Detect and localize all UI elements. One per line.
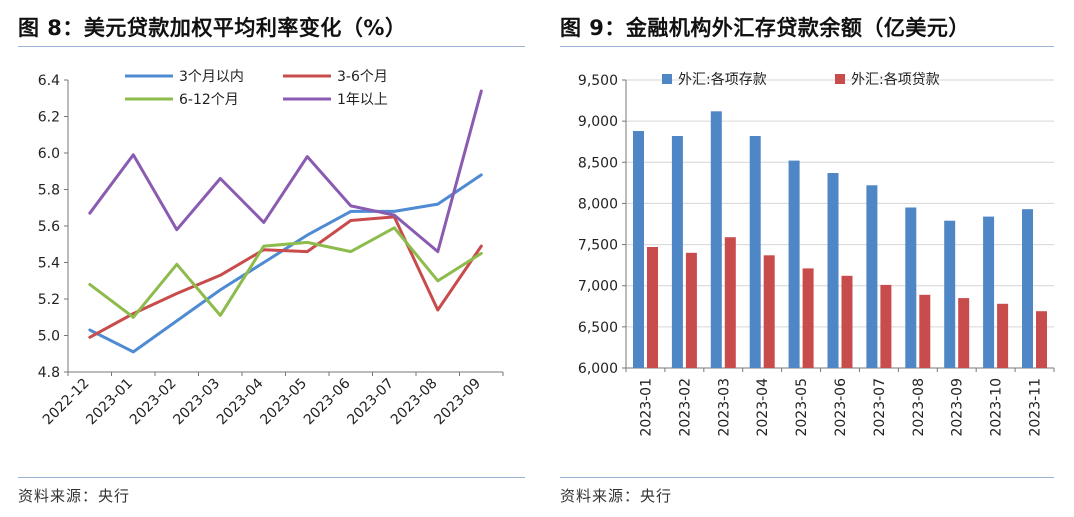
y-tick-label: 5.2 (38, 292, 60, 308)
x-tick-label: 2023-10 (989, 378, 1005, 437)
y-tick-label: 5.4 (38, 256, 60, 272)
figure-title: 图 9：金融机构外汇存贷款余额（亿美元） (560, 16, 970, 40)
y-tick-label: 9,000 (578, 114, 618, 130)
bar-loan (841, 275, 853, 368)
x-tick-label: 2023-06 (301, 375, 354, 428)
source-note: 资料来源：央行 (560, 487, 673, 505)
rate-line-chart: 4.85.05.25.45.65.86.06.26.42022-122023-0… (38, 69, 504, 429)
y-tick-label: 7,500 (578, 238, 618, 254)
bar-loan (724, 237, 736, 368)
bar-deposit (671, 136, 683, 368)
x-tick-label: 2023-09 (431, 376, 484, 429)
bar-chart-panel: 图 9：金融机构外汇存贷款余额（亿美元） 6,000 6,500 7,000 7,50… (549, 0, 1074, 517)
x-tick-label: 2022-12 (40, 376, 93, 429)
source-divider (18, 477, 525, 478)
bar-loan (802, 268, 814, 368)
bar-deposit (983, 216, 995, 368)
bar-loan (685, 252, 697, 368)
series-line (88, 226, 483, 319)
x-tick-label: 2023-05 (794, 378, 810, 437)
title-divider (560, 46, 1054, 47)
legend-swatch (835, 74, 845, 84)
x-tick-label: 2023-07 (344, 376, 397, 429)
legend-label: 6-12个月 (179, 92, 239, 108)
figure-title: 图 8：美元贷款加权平均利率变化（%） (18, 16, 407, 40)
x-tick-label: 2023-09 (950, 378, 966, 437)
bar-loan (763, 255, 775, 368)
line-chart-panel: 图 8：美元贷款加权平均利率变化（%） 4.8 5.0 5.2 5.4 5.6 5.8 6.… (0, 0, 525, 517)
x-tick-label: 2023-11 (1028, 378, 1044, 437)
legend-label: 外汇:各项存款 (678, 72, 767, 88)
x-tick-label: 2023-04 (214, 375, 267, 428)
y-tick-label: 6.2 (38, 110, 60, 126)
legend-swatch (662, 74, 672, 84)
y-tick-label: 7,000 (578, 279, 618, 295)
x-tick-label: 2023-04 (755, 378, 771, 437)
bar-deposit (633, 131, 644, 368)
y-tick-label: 6,000 (578, 361, 618, 377)
series-line (88, 89, 483, 254)
bar-deposit (788, 160, 800, 368)
bar-deposit (1022, 209, 1033, 368)
x-tick-label: 2023-01 (638, 378, 654, 437)
x-tick-label: 2023-07 (872, 378, 888, 437)
bar-loan (997, 303, 1009, 368)
bar-deposit (827, 173, 839, 368)
x-tick-label: 2023-01 (83, 376, 136, 429)
bar-deposit (749, 136, 761, 368)
series-line (88, 215, 483, 339)
fx-balance-bar-chart: 6,000 6,500 7,000 7,500 8,000 8,500 9,000 9,500… (578, 72, 1055, 437)
y-tick-label: 9,500 (578, 73, 618, 89)
y-tick-label: 5.6 (38, 219, 60, 235)
bar-deposit (944, 220, 956, 368)
bar-deposit (905, 207, 917, 368)
y-tick-label: 6.4 (38, 73, 60, 89)
y-tick-label: 6,500 (578, 320, 618, 336)
legend-label: 3个月以内 (179, 69, 244, 85)
legend-label: 3-6个月 (337, 69, 388, 85)
bar-loan (880, 284, 892, 368)
x-tick-label: 2023-03 (170, 376, 223, 429)
y-tick-label: 5.8 (38, 183, 60, 199)
y-tick-label: 6.0 (38, 146, 60, 162)
bar-deposit (710, 111, 722, 369)
legend-label: 外汇:各项贷款 (851, 72, 940, 88)
x-tick-label: 2023-02 (127, 376, 180, 429)
x-tick-label: 2023-03 (716, 378, 732, 437)
y-tick-label: 8,500 (578, 155, 618, 171)
x-tick-label: 2023-05 (257, 376, 310, 429)
source-note: 资料来源：央行 (18, 487, 131, 505)
series-line (88, 173, 483, 354)
bar-deposit (866, 185, 878, 368)
x-tick-label: 2023-08 (911, 378, 927, 437)
legend-label: 1年以上 (337, 92, 388, 108)
x-tick-label: 2023-08 (388, 376, 441, 429)
title-divider (18, 46, 525, 47)
bar-loan (647, 247, 658, 368)
source-divider (560, 477, 1054, 478)
y-tick-label: 5.0 (38, 329, 60, 345)
y-tick-label: 8,000 (578, 196, 618, 212)
x-tick-label: 2023-02 (677, 378, 693, 437)
bar-loan (1036, 311, 1047, 368)
y-tick-label: 4.8 (38, 365, 60, 381)
bar-loan (958, 298, 970, 368)
bar-loan (919, 294, 931, 368)
x-tick-label: 2023-06 (833, 378, 849, 437)
